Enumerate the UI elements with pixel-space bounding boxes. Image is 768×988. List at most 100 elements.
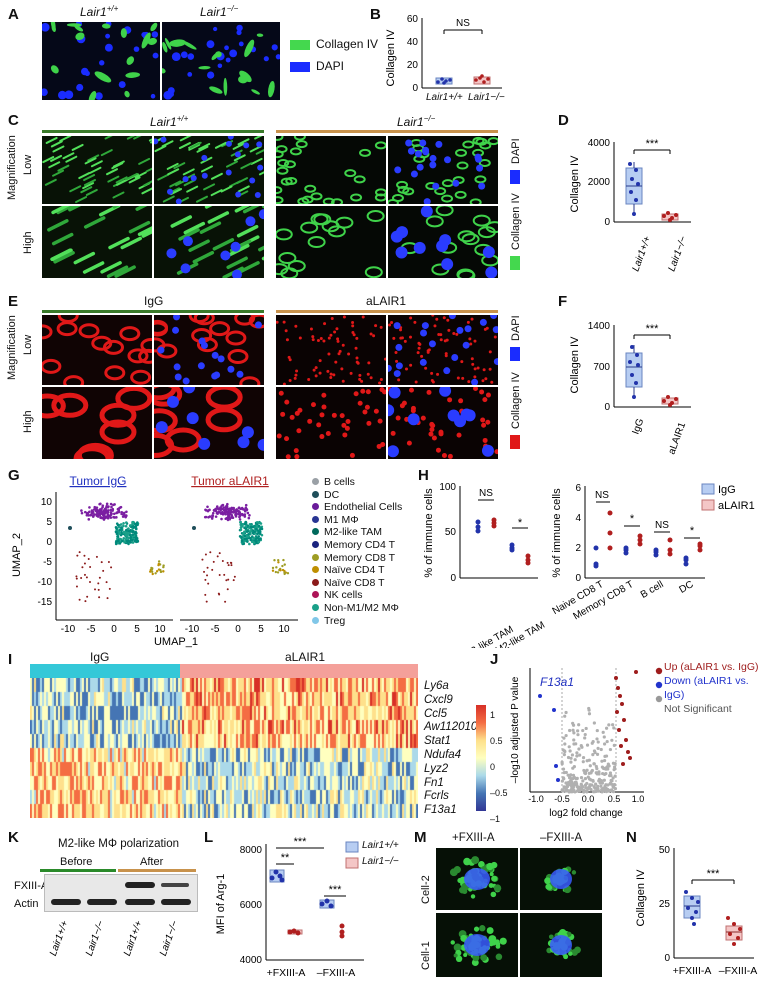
legend-swatch-collagen <box>290 40 310 50</box>
panel-k-lane-3: Lair1+/+ <box>122 919 145 957</box>
legend-dot <box>312 478 319 485</box>
panel-m-img-cell2-minus <box>520 848 602 910</box>
panel-m-col-minus: –FXIII-A <box>540 832 583 844</box>
panel-e-mag-axis: Magnification <box>6 315 18 380</box>
panel-h-lytick-0: 0 <box>450 573 456 584</box>
panel-d-ytick-0: 0 <box>604 217 610 228</box>
panel-c-high: High <box>22 231 34 254</box>
panel-l-legend-ko: Lair1−/− <box>362 856 399 867</box>
panel-f-ytick-1: 700 <box>593 362 610 373</box>
panel-h-lsig-0: NS <box>479 488 493 499</box>
panel-g-legend-item: Naïve CD4 T <box>312 564 402 577</box>
panel-k-lanes: Lair1+/+ Lair1−/− Lair1+/+ Lair1−/− <box>48 919 181 957</box>
panel-l-ytick-1: 6000 <box>240 900 263 911</box>
panel-l-sig-2: *** <box>329 884 343 896</box>
panel-b-ytick-1: 20 <box>407 60 419 71</box>
panel-g-xtick-r2: 0 <box>235 624 241 635</box>
panel-h-lsig-1: * <box>518 517 523 529</box>
panel-label-n: N <box>626 829 637 846</box>
panel-j-xtick-1: -0.5 <box>554 794 570 804</box>
panel-d-sig: *** <box>646 138 660 150</box>
panel-k-band-actin-2 <box>87 899 117 905</box>
panel-a-ko-title: Lair1−/− <box>200 4 239 19</box>
panel-label-f: F <box>558 293 568 310</box>
panel-h-rsig-3: * <box>690 525 695 537</box>
panel-k-band-actin-1 <box>51 899 81 905</box>
panel-label-i: I <box>8 651 13 668</box>
panel-label-b: B <box>370 6 381 23</box>
panel-l-group-1: –FXIII-A <box>317 967 356 979</box>
panel-d-ylabel: Collagen IV <box>569 155 581 213</box>
panel-c-mag-axis: Magnification <box>6 135 18 200</box>
panel-n-ytick-1: 25 <box>659 899 671 910</box>
panel-b-ytick-3: 60 <box>407 14 419 25</box>
panel-e-low: Low <box>22 334 34 355</box>
panel-k-before: Before <box>60 856 93 868</box>
panel-g-legend-item: B cells <box>312 476 402 489</box>
panel-g-title-igg: Tumor IgG <box>70 474 127 488</box>
panel-g-xtick-l0: -10 <box>61 624 76 635</box>
panel-i-gene: Lyz2 <box>424 762 449 775</box>
panel-n-group-1: –FXIII-A <box>719 965 758 977</box>
panel-j-xtick-3: 0.5 <box>608 794 621 804</box>
legend-dot <box>312 603 319 611</box>
legend-label-dapi: DAPI <box>316 59 345 73</box>
panel-a-wt-title: Lair1+/+ <box>80 4 119 19</box>
legend-dot <box>312 490 319 498</box>
legend-dot <box>312 503 319 511</box>
legend-label: Naïve CD8 T <box>324 576 385 589</box>
panel-g-legend-item: NK cells <box>312 589 402 602</box>
panel-b-chart: Collagen IV 0 20 40 60 NS <box>385 14 502 94</box>
panel-e-img-alair1-high-merge <box>388 387 498 459</box>
panel-d-chart: Collagen IV 0 2000 4000 *** Lair1+/+ Lai… <box>569 138 691 273</box>
panel-k-band-actin-4 <box>161 899 191 905</box>
panel-h-ylabel-right: % of immune cells <box>551 488 563 578</box>
panel-l-ytick-2: 8000 <box>240 845 263 856</box>
panel-h-rsig-1: * <box>630 513 635 525</box>
panel-i-gene-list: Ly6a Cxcl9 Ccl5 Aw112010 Stat1 Ndufa4 Lyz2 Fn1 F… <box>424 680 477 818</box>
legend-label: B cells <box>324 476 355 488</box>
panel-g-xtick-l2: 0 <box>111 624 117 635</box>
panel-j-ylabel: –log10 adjusted P value <box>510 676 521 783</box>
panel-h-rsig-0: NS <box>595 490 609 501</box>
panel-b-group-wt: Lair1+/+ <box>426 92 463 103</box>
legend-label: NK cells <box>324 589 363 602</box>
legend-dot <box>312 566 319 574</box>
panel-g-umap: Tumor IgG Tumor aLAIR1 10 5 0 -5 -10 -15… <box>11 474 298 648</box>
panel-g-legend-item: Non-M1/M2 MΦ <box>312 602 402 615</box>
legend-label: Non-M1/M2 MΦ <box>324 601 399 614</box>
legend-label: M1 MΦ <box>324 513 359 526</box>
panel-i-colorbar <box>476 705 486 811</box>
panel-i-gene: Fcrls <box>424 790 449 803</box>
panel-g-legend-item: Memory CD4 T <box>312 539 402 552</box>
panel-label-a: A <box>8 6 19 23</box>
legend-dot <box>312 515 319 523</box>
panel-k-after-bar <box>118 869 196 872</box>
panel-a-image-ko <box>162 22 280 100</box>
panel-g-xtick-l3: 5 <box>134 624 140 635</box>
panel-j-legend: Up (aLAIR1 vs. IgG) Down (aLAIR1 vs. IgG… <box>664 661 759 715</box>
panel-c-img-wt-low-merge <box>154 136 264 204</box>
panel-c-img-ko-low-collagen <box>276 136 386 204</box>
panel-c-img-wt-low-collagen <box>42 136 152 204</box>
panel-c-wt-title: Lair1+/+ <box>150 114 189 129</box>
panel-c-collagen-label: Collagen IV <box>510 193 522 250</box>
panel-b-ytick-2: 40 <box>407 37 419 48</box>
panel-l-ylabel: MFI of Arg-1 <box>215 874 227 935</box>
panel-f-ylabel: Collagen IV <box>569 336 581 394</box>
panel-c-img-wt-high-collagen <box>42 206 152 278</box>
panel-i-alair1-bar <box>180 664 418 678</box>
panel-f-group-igg: IgG <box>630 417 646 436</box>
panel-g-ytick-2: 0 <box>46 537 52 548</box>
panel-j-legend-dots <box>655 667 663 703</box>
panel-b-ytick-0: 0 <box>412 83 418 94</box>
panel-e-alair1-bar <box>276 310 498 313</box>
legend-label-collagen: Collagen IV <box>316 37 379 51</box>
panel-g-ytick-1: 5 <box>46 517 52 528</box>
panel-b-sig: NS <box>456 18 470 29</box>
panel-c-ko-bar <box>276 130 498 133</box>
panel-g-ytick-5: -15 <box>38 597 53 608</box>
panel-k-before-bar <box>40 869 116 872</box>
panel-h-rytick-3: 6 <box>575 483 581 494</box>
panel-h-legend-igg: IgG <box>718 484 736 496</box>
